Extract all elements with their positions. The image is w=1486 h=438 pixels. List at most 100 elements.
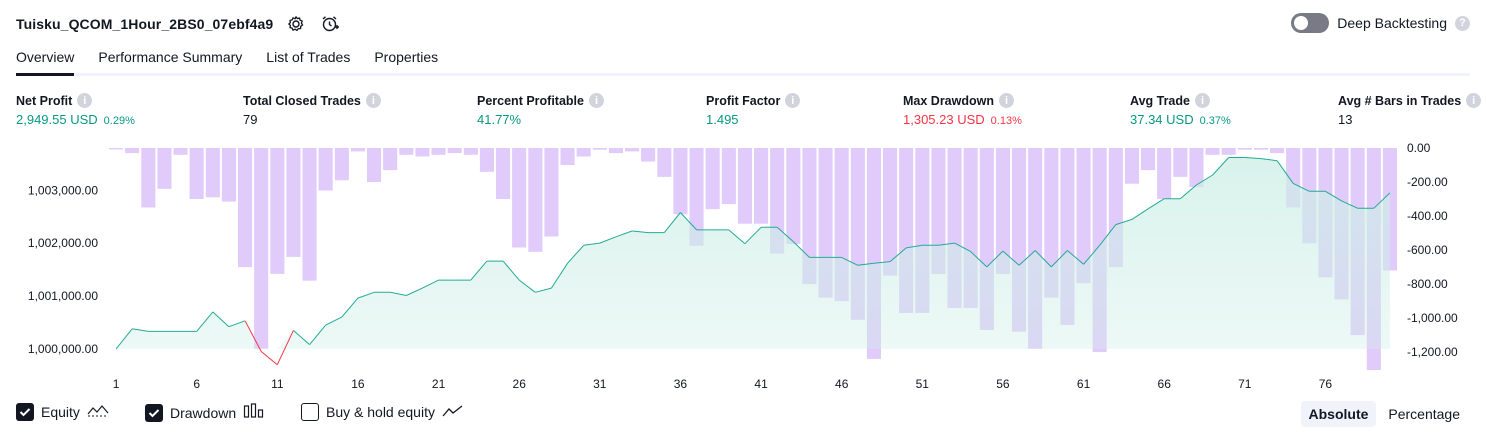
x-axis-tick: 16 <box>351 377 365 391</box>
equity-line-segment <box>341 297 359 318</box>
equity-checkbox[interactable] <box>16 403 34 421</box>
x-axis-tick: 26 <box>513 377 527 391</box>
equity-line-segment <box>615 230 633 238</box>
equity-line-segment <box>518 279 536 293</box>
equity-line-segment <box>357 291 375 299</box>
equity-line-segment <box>502 260 520 281</box>
left-axis-tick: 1,000,000.00 <box>28 342 98 356</box>
drawdown-bar <box>802 148 817 285</box>
strategy-header: Tuisku_QCOM_1Hour_2BS0_07ebf4a9 <box>16 12 341 36</box>
buy-hold-checkbox[interactable] <box>301 403 319 421</box>
tab-overview[interactable]: Overview <box>16 46 75 76</box>
legend-drawdown[interactable]: Drawdown <box>145 403 265 422</box>
equity-line-segment <box>325 316 343 326</box>
equity-line-segment <box>873 261 891 264</box>
info-icon[interactable]: i <box>1194 93 1210 108</box>
info-icon[interactable]: i <box>785 93 801 108</box>
info-icon[interactable]: i <box>365 93 381 108</box>
equity-line-segment <box>422 279 439 289</box>
x-axis-tick: 6 <box>193 377 200 391</box>
drawdown-bar <box>447 148 462 154</box>
equity-line-segment <box>599 236 617 244</box>
drawdown-bar <box>109 148 124 150</box>
equity-line-segment <box>632 230 649 234</box>
legend-buy-hold-equity[interactable]: Buy & hold equity <box>301 403 464 421</box>
drawdown-bar <box>399 148 414 155</box>
tab-list-of-trades[interactable]: List of Trades <box>266 49 351 65</box>
metric-label: Net Profit <box>16 93 73 108</box>
equity-line-segment <box>1147 198 1165 210</box>
settings-icon[interactable] <box>285 13 307 35</box>
drawdown-checkbox[interactable] <box>145 403 163 422</box>
alert-add-icon[interactable] <box>319 13 341 35</box>
x-axis-tick: 1 <box>113 377 120 391</box>
help-icon[interactable]: ? <box>1455 15 1470 31</box>
equity-line-segment <box>260 351 278 366</box>
info-icon[interactable]: i <box>77 93 93 108</box>
right-axis-tick: -800.00 <box>1407 277 1448 291</box>
metric-value: 37.34 USD <box>1130 112 1194 127</box>
metric-label: Profit Factor <box>706 93 781 108</box>
equity-drawdown-chart[interactable]: 1,000,000.00 1,001,000.00 1,002,000.00 1,00… <box>0 140 1486 395</box>
x-axis-labels: 1 6 11 16 21 26 31 36 41 46 51 56 61 66 71 76 <box>113 377 1333 391</box>
drawdown-bar <box>608 148 623 154</box>
metric-value: 1,305.23 USD <box>903 112 985 127</box>
drawdown-bar <box>641 148 656 162</box>
equity-line-segment <box>1131 208 1149 220</box>
drawdown-bar <box>238 148 253 268</box>
equity-line-segment <box>244 320 262 352</box>
strategy-name: Tuisku_QCOM_1Hour_2BS0_07ebf4a9 <box>16 16 274 32</box>
metric-value: 1.495 <box>706 112 739 127</box>
metric-avg-trade: Avg Trade i 37.34 USD 0.37% <box>1130 93 1231 127</box>
drawdown-bar <box>125 148 140 154</box>
drawdown-bar <box>737 148 752 224</box>
drawdown-bar <box>1237 148 1252 150</box>
equity-line-segment <box>309 324 327 345</box>
x-axis-tick: 56 <box>996 377 1010 391</box>
equity-line-segment <box>680 212 697 231</box>
drawdown-bar <box>350 148 365 152</box>
drawdown-bar <box>1270 148 1285 154</box>
drawdown-bar <box>657 148 672 177</box>
drawdown-bar <box>1044 148 1059 298</box>
legend-equity[interactable]: Equity <box>16 403 109 421</box>
drawdown-bar <box>415 148 430 157</box>
x-axis-tick: 76 <box>1319 377 1333 391</box>
equity-line-segment <box>1018 250 1036 266</box>
metric-net-profit: Net Profit i 2,949.55 USD 0.29% <box>16 93 135 127</box>
equity-line-icon <box>87 404 109 421</box>
metric-percent: 0.13% <box>990 115 1022 127</box>
x-axis-tick: 61 <box>1077 377 1091 391</box>
metric-label: Percent Profitable <box>477 93 584 108</box>
equity-line-segment <box>196 311 214 332</box>
metric-label: Max Drawdown <box>903 93 994 108</box>
drawdown-bar <box>383 148 398 171</box>
drawdown-bar <box>931 148 946 274</box>
info-icon[interactable]: i <box>999 93 1014 108</box>
equity-line-segment <box>1115 218 1133 226</box>
deep-backtesting-control: Deep Backtesting ? <box>1291 13 1470 33</box>
drawdown-bar <box>512 148 527 248</box>
deep-backtesting-toggle[interactable] <box>1291 13 1330 33</box>
tab-performance-summary[interactable]: Performance Summary <box>98 49 243 65</box>
drawdown-bar <box>1205 148 1220 155</box>
drawdown-bar <box>431 148 446 155</box>
equity-line-segment <box>567 244 585 264</box>
drawdown-bar <box>625 148 640 152</box>
drawdown-bar <box>334 148 349 181</box>
tab-properties[interactable]: Properties <box>374 49 439 65</box>
drawdown-bar <box>754 148 769 224</box>
x-axis-tick: 21 <box>432 377 446 391</box>
x-axis-tick: 11 <box>271 377 284 391</box>
metric-label: Avg Trade <box>1130 93 1190 108</box>
absolute-button[interactable]: Absolute <box>1300 401 1377 427</box>
percentage-button[interactable]: Percentage <box>1388 406 1460 422</box>
info-icon[interactable]: i <box>588 93 604 108</box>
drawdown-label: Drawdown <box>170 404 237 421</box>
x-axis-tick: 41 <box>754 377 768 391</box>
info-icon[interactable]: i <box>1466 93 1482 108</box>
x-axis-tick: 31 <box>593 377 607 391</box>
equity-line-segment <box>293 330 310 345</box>
drawdown-bar <box>528 148 543 252</box>
value-mode-toggle: Absolute Percentage <box>1300 401 1469 427</box>
